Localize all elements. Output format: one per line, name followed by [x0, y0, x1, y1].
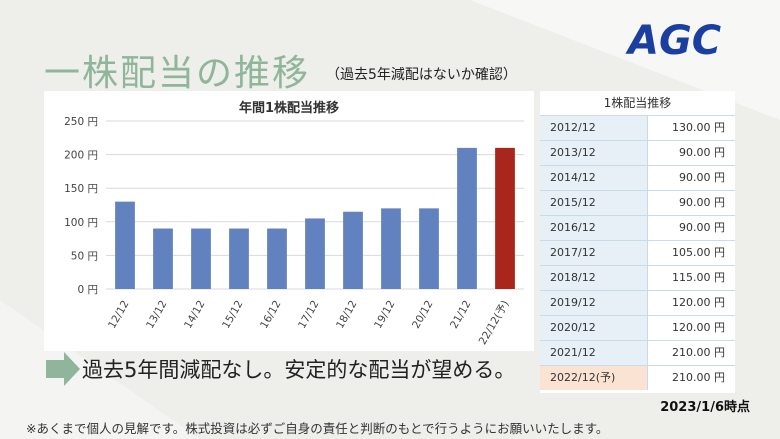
chart-bar [153, 228, 173, 289]
y-tick-label: 0 円 [77, 284, 98, 296]
table-row: 2014/12 90.00 円 [540, 165, 735, 190]
table-year-cell: 2017/12 [540, 241, 648, 265]
dividend-chart: 年間1株配当推移 0 円 50 円 100 円 150 円 200 円 250 円 12/1… [44, 91, 534, 351]
chart-bar [229, 228, 249, 289]
table-value-cell: 90.00 円 [679, 146, 725, 159]
table-value-cell: 210.00 円 [672, 371, 725, 384]
table-row: 2012/12 130.00 円 [540, 115, 735, 140]
page-subtitle: （過去5年減配はないか確認） [326, 67, 517, 83]
table-row: 2015/12 90.00 円 [540, 190, 735, 215]
chart-title: 年間1株配当推移 [238, 101, 340, 116]
table-body: 2012/12 130.00 円 2013/12 90.00 円 2014/12 90.0… [540, 115, 735, 390]
table-year-cell: 2013/12 [540, 141, 648, 165]
chart-bar [343, 211, 363, 289]
chart-bar [305, 218, 325, 289]
table-row: 2017/12 105.00 円 [540, 240, 735, 265]
x-tick-label: 12/12 [106, 299, 132, 331]
chart-bar [381, 208, 401, 289]
y-tick-label: 50 円 [71, 250, 98, 262]
chart-bar [419, 208, 439, 289]
chart-plot: 0 円 50 円 100 円 150 円 200 円 250 円 12/12 13/12 14/… [64, 116, 524, 347]
summary-message: 過去5年間減配なし。安定的な配当が望める。 [82, 358, 516, 382]
table-value-cell: 90.00 円 [679, 171, 725, 184]
table-row: 2020/12 120.00 円 [540, 315, 735, 340]
x-tick-label: 21/12 [448, 299, 474, 331]
x-tick-label: 16/12 [258, 299, 284, 331]
table-year-cell: 2022/12(予) [540, 366, 648, 390]
table-value-cell: 120.00 円 [672, 296, 725, 309]
y-tick-label: 250 円 [64, 116, 98, 128]
table-year-cell: 2015/12 [540, 191, 648, 215]
table-year-cell: 2020/12 [540, 316, 648, 340]
table-title: 1株配当推移 [603, 96, 672, 110]
table-row: 2022/12(予) 210.00 円 [540, 365, 735, 390]
disclaimer-text: ※あくまで個人の見解です。株式投資は必ずご自身の責任と判断のもとで行うようにお願… [26, 421, 609, 436]
table-year-cell: 2019/12 [540, 291, 648, 315]
y-tick-label: 200 円 [64, 150, 98, 162]
table-row: 2013/12 90.00 円 [540, 140, 735, 165]
table-year-cell: 2014/12 [540, 166, 648, 190]
table-year-cell: 2016/12 [540, 216, 648, 240]
table-year-cell: 2021/12 [540, 341, 648, 365]
x-tick-label: 15/12 [220, 299, 246, 331]
table-row: 2016/12 90.00 円 [540, 215, 735, 240]
dividend-table: 1株配当推移 2012/12 130.00 円 2013/12 90.00 円 2014… [540, 91, 735, 393]
x-tick-label: 13/12 [144, 299, 170, 331]
x-tick-label: 20/12 [410, 299, 436, 331]
arrow-right-icon [46, 352, 80, 386]
table-row: 2019/12 120.00 円 [540, 290, 735, 315]
table-year-cell: 2012/12 [540, 116, 648, 140]
page-title: 一株配当の推移 [44, 53, 311, 94]
chart-bar [191, 228, 211, 289]
table-value-cell: 115.00 円 [672, 271, 725, 284]
x-tick-label: 19/12 [372, 299, 398, 331]
x-tick-label: 22/12(予) [477, 299, 512, 347]
table-value-cell: 105.00 円 [672, 246, 725, 259]
chart-bar [115, 201, 135, 289]
table-value-cell: 120.00 円 [672, 321, 725, 334]
y-tick-label: 150 円 [64, 183, 98, 195]
table-year-cell: 2018/12 [540, 266, 648, 290]
table-row: 2018/12 115.00 円 [540, 265, 735, 290]
x-tick-label: 14/12 [182, 299, 208, 331]
chart-bar [267, 228, 287, 289]
table-value-cell: 130.00 円 [672, 121, 725, 134]
table-row: 2021/12 210.00 円 [540, 340, 735, 365]
chart-bar [495, 147, 515, 289]
y-tick-label: 100 円 [64, 217, 98, 229]
table-value-cell: 90.00 円 [679, 196, 725, 209]
as-of-date: 2023/1/6時点 [660, 400, 750, 415]
x-tick-label: 18/12 [334, 299, 360, 331]
chart-bar [457, 147, 477, 289]
table-value-cell: 210.00 円 [672, 346, 725, 359]
x-tick-label: 17/12 [296, 299, 322, 331]
agc-logo: AGC [628, 18, 722, 64]
table-value-cell: 90.00 円 [679, 221, 725, 234]
